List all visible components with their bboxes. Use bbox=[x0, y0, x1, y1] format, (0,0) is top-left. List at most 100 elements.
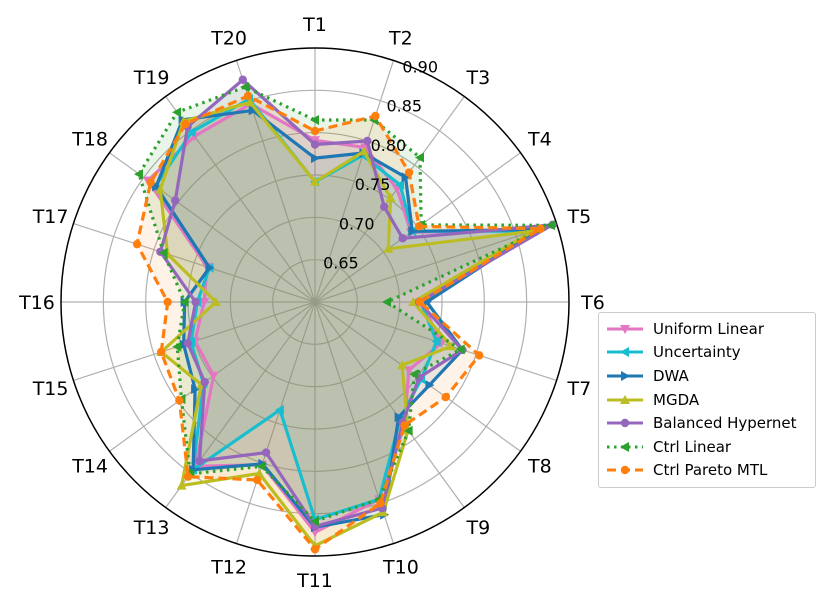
legend-marker-mgda bbox=[620, 394, 630, 404]
fill-ctrl-pareto-mtl bbox=[137, 95, 541, 550]
legend-item-ctrl-pareto-mtl: Ctrl Pareto MTL bbox=[599, 459, 815, 483]
grid-ring-0.65 bbox=[272, 259, 358, 345]
point-ctrl-linear-T7 bbox=[455, 344, 465, 355]
point-ctrl-pareto-mtl-T19 bbox=[181, 119, 190, 129]
task-label-T15: T15 bbox=[32, 378, 69, 400]
point-mgda-T16 bbox=[210, 297, 221, 306]
point-ctrl-linear-T11 bbox=[310, 516, 319, 527]
legend-label: Uniform Linear bbox=[653, 319, 765, 338]
legend-marker-ctrl-linear bbox=[620, 441, 629, 452]
point-ctrl-pareto-mtl-T12 bbox=[252, 475, 262, 485]
task-label-T6: T6 bbox=[580, 292, 605, 314]
point-dwa-T8 bbox=[425, 380, 435, 391]
point-ctrl-linear-T17 bbox=[158, 247, 168, 258]
legend-marker-uncertainty bbox=[620, 347, 629, 358]
legend-label: MGDA bbox=[653, 390, 700, 409]
legend-item-dwa: DWA bbox=[599, 364, 815, 388]
point-uncertainty-T19 bbox=[186, 127, 196, 138]
legend-label: DWA bbox=[653, 366, 689, 385]
point-ctrl-pareto-mtl-T14 bbox=[175, 396, 184, 405]
legend-label: Ctrl Linear bbox=[653, 437, 732, 456]
point-mgda-T18 bbox=[155, 184, 166, 194]
legend-swatch-mgda bbox=[607, 394, 643, 404]
radial-tick-0.65: 0.65 bbox=[323, 254, 359, 273]
point-dwa-T17 bbox=[205, 262, 215, 273]
point-dwa-T4 bbox=[408, 226, 418, 237]
legend-swatch-uncertainty bbox=[607, 347, 643, 358]
point-ctrl-linear-T19 bbox=[172, 107, 182, 118]
radial-tick-0.90: 0.90 bbox=[402, 58, 438, 77]
point-ctrl-pareto-mtl-T3 bbox=[404, 168, 414, 177]
point-mgda-T2 bbox=[358, 146, 369, 156]
point-mgda-T7 bbox=[446, 341, 457, 351]
task-label-T3: T3 bbox=[466, 67, 491, 89]
legend: Uniform Linear Uncertainty DWA MGDA Balanced… bbox=[598, 312, 816, 488]
task-label-T14: T14 bbox=[71, 455, 108, 477]
point-dwa-T9 bbox=[394, 412, 404, 423]
point-uncertainty-T7 bbox=[431, 336, 441, 347]
point-ctrl-linear-T5 bbox=[545, 220, 555, 231]
point-uniform-linear-T14 bbox=[208, 371, 219, 381]
grid-ring-0.70 bbox=[229, 216, 401, 388]
point-ctrl-pareto-mtl-T8 bbox=[441, 392, 451, 402]
legend-marker-balanced-hypernet bbox=[620, 418, 630, 428]
task-label-T19: T19 bbox=[133, 67, 170, 89]
task-label-T10: T10 bbox=[382, 556, 419, 578]
point-ctrl-pareto-mtl-T20 bbox=[243, 91, 253, 101]
point-uncertainty-T12 bbox=[274, 404, 284, 415]
point-ctrl-pareto-mtl-T13 bbox=[183, 472, 193, 481]
point-mgda-T3 bbox=[385, 192, 396, 202]
series-lines bbox=[132, 75, 557, 554]
point-balanced-hypernet-T12 bbox=[261, 448, 271, 457]
task-label-T4: T4 bbox=[527, 129, 552, 151]
series-ctrl-pareto-mtl bbox=[132, 91, 545, 554]
task-label-T13: T13 bbox=[133, 517, 170, 539]
point-uniform-linear-T16 bbox=[199, 298, 210, 307]
point-ctrl-linear-T9 bbox=[403, 425, 413, 436]
fill-balanced-hypernet bbox=[160, 79, 553, 527]
point-uncertainty-T3 bbox=[395, 179, 405, 190]
point-balanced-hypernet-T15 bbox=[183, 339, 192, 348]
point-ctrl-pareto-mtl-T9 bbox=[400, 421, 409, 430]
task-label-T18: T18 bbox=[71, 129, 108, 151]
radial-tick-0.80: 0.80 bbox=[371, 136, 407, 155]
radial-tick-0.85: 0.85 bbox=[386, 97, 422, 116]
series-fills bbox=[137, 79, 553, 550]
legend-swatch-dwa bbox=[607, 370, 643, 381]
point-ctrl-linear-T12 bbox=[256, 461, 266, 472]
legend-label: Ctrl Pareto MTL bbox=[653, 461, 768, 480]
legend-item-uncertainty: Uncertainty bbox=[599, 341, 815, 365]
point-ctrl-linear-T16 bbox=[179, 297, 189, 307]
point-balanced-hypernet-T2 bbox=[363, 136, 372, 146]
legend-item-ctrl-linear: Ctrl Linear bbox=[599, 435, 815, 459]
legend-swatch-ctrl-pareto-mtl bbox=[607, 466, 643, 475]
radial-tick-0.75: 0.75 bbox=[355, 175, 391, 194]
series-balanced-hypernet bbox=[156, 75, 557, 531]
point-mgda-T12 bbox=[254, 468, 265, 478]
task-label-T17: T17 bbox=[32, 206, 69, 228]
fill-mgda bbox=[160, 102, 534, 546]
point-ctrl-pareto-mtl-T6 bbox=[415, 297, 425, 307]
legend-marker-ctrl-pareto-mtl bbox=[620, 466, 630, 475]
point-mgda-T13 bbox=[176, 480, 187, 490]
task-label-T2: T2 bbox=[388, 28, 413, 50]
point-balanced-hypernet-T13 bbox=[195, 456, 204, 466]
point-ctrl-linear-T8 bbox=[409, 369, 419, 380]
point-mgda-T8 bbox=[397, 360, 407, 370]
point-ctrl-pareto-mtl-T18 bbox=[146, 178, 155, 187]
legend-label: Balanced Hypernet bbox=[653, 414, 797, 433]
point-balanced-hypernet-T14 bbox=[200, 377, 209, 387]
task-label-T1: T1 bbox=[302, 14, 327, 36]
point-ctrl-pareto-mtl-T10 bbox=[376, 499, 385, 508]
grid-ring-0.85 bbox=[102, 89, 528, 515]
point-ctrl-pareto-mtl-T15 bbox=[157, 347, 166, 357]
task-label-T12: T12 bbox=[210, 556, 247, 578]
task-label-T7: T7 bbox=[567, 378, 592, 400]
legend-swatch-balanced-hypernet bbox=[607, 418, 643, 428]
point-ctrl-pareto-mtl-T4 bbox=[414, 222, 424, 231]
task-label-T8: T8 bbox=[527, 455, 552, 477]
point-balanced-hypernet-T16 bbox=[191, 297, 200, 307]
point-ctrl-pareto-mtl-T1 bbox=[310, 126, 320, 136]
task-label-T11: T11 bbox=[296, 570, 333, 592]
point-dwa-T3 bbox=[401, 172, 411, 183]
